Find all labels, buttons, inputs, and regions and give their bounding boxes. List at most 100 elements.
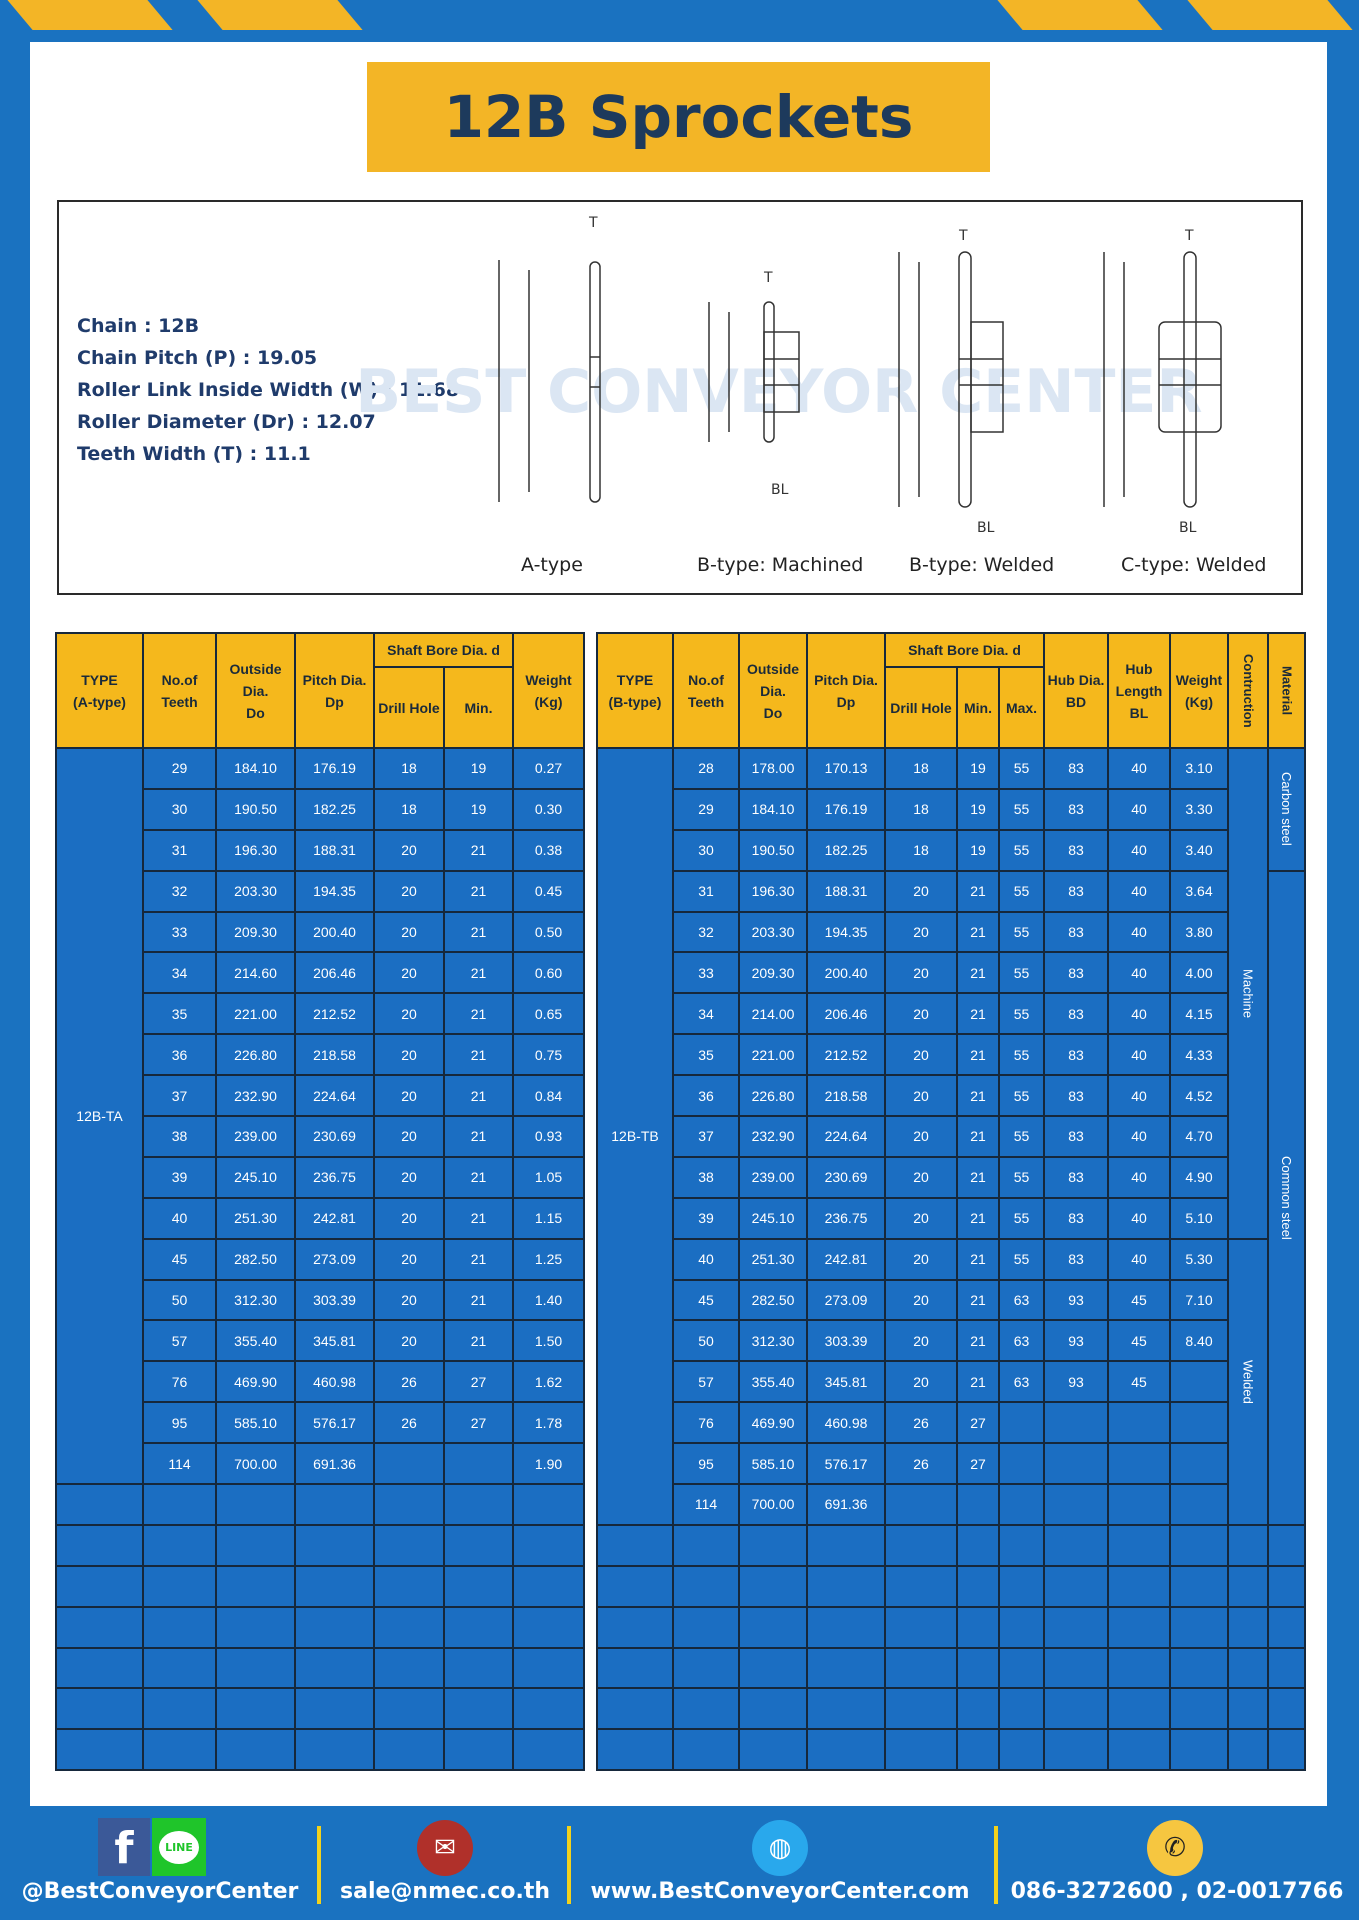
- empty-cell: [1169, 1728, 1229, 1772]
- cell-outside-dia: 355.40: [215, 1319, 296, 1363]
- cell-outside-dia: 282.50: [215, 1237, 296, 1281]
- empty-cell: [1267, 1646, 1306, 1690]
- cell-hub-dia: 83: [1043, 747, 1109, 790]
- email-contact[interactable]: ✉ sale@nmec.co.th: [325, 1806, 565, 1920]
- cell-outside-dia: 226.80: [738, 1074, 808, 1118]
- empty-cell: [1043, 1605, 1109, 1649]
- cell-max-bore: 63: [998, 1319, 1045, 1363]
- cell-outside-dia: 355.40: [738, 1360, 808, 1404]
- cell-min-bore: 21: [442, 1278, 515, 1322]
- empty-cell: [294, 1646, 375, 1690]
- cell-teeth: 29: [672, 787, 740, 831]
- empty-cell: [142, 1646, 217, 1690]
- empty-cell: [294, 1605, 375, 1649]
- cell-weight: [1169, 1360, 1229, 1404]
- cell-pitch-dia: 206.46: [294, 951, 375, 995]
- empty-cell: [738, 1687, 808, 1731]
- empty-cell: [956, 1687, 1000, 1731]
- website-contact[interactable]: ◍ www.BestConveyorCenter.com: [575, 1806, 985, 1920]
- cell-teeth: 95: [142, 1401, 217, 1445]
- cell-teeth: 34: [142, 951, 217, 995]
- empty-cell: [1043, 1687, 1109, 1731]
- cell-drill-hole: 20: [884, 1196, 958, 1240]
- header-pitch-dia: Pitch Dia. Dp: [806, 632, 886, 749]
- dim-t: T: [763, 270, 773, 286]
- table-row: 35 221.00 212.52 20 21 0.65: [56, 992, 586, 1036]
- empty-cell: [596, 1523, 674, 1567]
- cell-weight: 7.10: [1169, 1278, 1229, 1322]
- cell-weight: 1.40: [512, 1278, 586, 1322]
- cell-drill-hole: 20: [373, 828, 445, 872]
- empty-cell: [215, 1483, 296, 1526]
- cell-min-bore: 21: [956, 1074, 1000, 1118]
- empty-cell: [998, 1687, 1045, 1731]
- material-cell: Carbon steel: [1267, 747, 1306, 872]
- empty-cell: [442, 1605, 515, 1649]
- empty-cell: [1169, 1646, 1229, 1690]
- spec-inside-width: Roller Link Inside Width (W) : 11.68: [77, 379, 460, 401]
- dim-bl: BL: [771, 482, 789, 498]
- table-row: 32 203.30 194.35 20 21 55 83 40 3.80: [597, 910, 1305, 954]
- empty-cell: [373, 1483, 445, 1526]
- cell-min-bore: 21: [442, 951, 515, 995]
- cell-hub-dia: 83: [1043, 992, 1109, 1036]
- cell-min-bore: 27: [956, 1442, 1000, 1486]
- cell-weight: 3.30: [1169, 787, 1229, 831]
- cell-weight: 4.33: [1169, 1033, 1229, 1077]
- cell-teeth: 114: [672, 1483, 740, 1526]
- decor-stripe: [997, 0, 1163, 30]
- table-row: 29 184.10 176.19 18 19 55 83 40 3.30: [597, 787, 1305, 831]
- empty-cell: [294, 1728, 375, 1772]
- empty-cell: [55, 1605, 144, 1649]
- cell-teeth: 50: [672, 1319, 740, 1363]
- empty-cell: [672, 1523, 740, 1567]
- cell-pitch-dia: 200.40: [806, 951, 886, 995]
- cell-min-bore: 21: [956, 1115, 1000, 1158]
- cell-teeth: 36: [672, 1074, 740, 1118]
- cell-min-bore: 19: [956, 787, 1000, 831]
- cell-drill-hole: 20: [884, 1360, 958, 1404]
- table-row: 50 312.30 303.39 20 21 63 93 45 8.40: [597, 1319, 1305, 1363]
- empty-cell: [884, 1605, 958, 1649]
- cell-hub-length: 40: [1107, 1196, 1171, 1240]
- cell-pitch-dia: 460.98: [806, 1401, 886, 1445]
- empty-cell: [1107, 1523, 1171, 1567]
- cell-teeth: 76: [142, 1360, 217, 1404]
- cell-teeth: 31: [672, 869, 740, 913]
- cell-outside-dia: 221.00: [215, 992, 296, 1036]
- cell-teeth: 40: [672, 1237, 740, 1281]
- watermark: BEST CONVEYOR CENTER: [355, 357, 1202, 427]
- table-row: 57 355.40 345.81 20 21 1.50: [56, 1319, 586, 1363]
- header-hub-dia: Hub Dia. BD: [1043, 632, 1109, 749]
- cell-outside-dia: 232.90: [738, 1115, 808, 1158]
- table-row: 38 239.00 230.69 20 21 55 83 40 4.90: [597, 1155, 1305, 1199]
- empty-cell: [1227, 1523, 1269, 1567]
- cell-pitch-dia: 303.39: [806, 1319, 886, 1363]
- cell-hub-length: 40: [1107, 951, 1171, 995]
- phone-contact[interactable]: ✆ 086-3272600 , 02-0017766: [1002, 1806, 1352, 1920]
- cell-min-bore: 19: [442, 787, 515, 831]
- cell-teeth: 33: [142, 910, 217, 954]
- cell-pitch-dia: 273.09: [806, 1278, 886, 1322]
- cell-drill-hole: 20: [884, 992, 958, 1036]
- cell-weight: 4.70: [1169, 1115, 1229, 1158]
- table-row: 34 214.60 206.46 20 21 0.60: [56, 951, 586, 995]
- cell-hub-length: 45: [1107, 1278, 1171, 1322]
- cell-hub-dia: 83: [1043, 1155, 1109, 1199]
- cell-pitch-dia: 242.81: [294, 1196, 375, 1240]
- cell-hub-length: 40: [1107, 1115, 1171, 1158]
- cell-outside-dia: 226.80: [215, 1033, 296, 1077]
- cell-drill-hole: 20: [373, 1074, 445, 1118]
- cell-outside-dia: 196.30: [738, 869, 808, 913]
- cell-weight: 0.50: [512, 910, 586, 954]
- social-contact[interactable]: f LINE @BestConveyorCenter: [20, 1806, 300, 1920]
- cell-max-bore: 55: [998, 1155, 1045, 1199]
- cell-min-bore: 21: [956, 1155, 1000, 1199]
- cell-weight: 0.93: [512, 1115, 586, 1158]
- cell-pitch-dia: 236.75: [294, 1155, 375, 1199]
- cell-drill-hole: 20: [884, 869, 958, 913]
- empty-row: [596, 1728, 1306, 1772]
- cell-weight: [1169, 1442, 1229, 1486]
- cell-hub-dia: 83: [1043, 1074, 1109, 1118]
- cell-pitch-dia: 273.09: [294, 1237, 375, 1281]
